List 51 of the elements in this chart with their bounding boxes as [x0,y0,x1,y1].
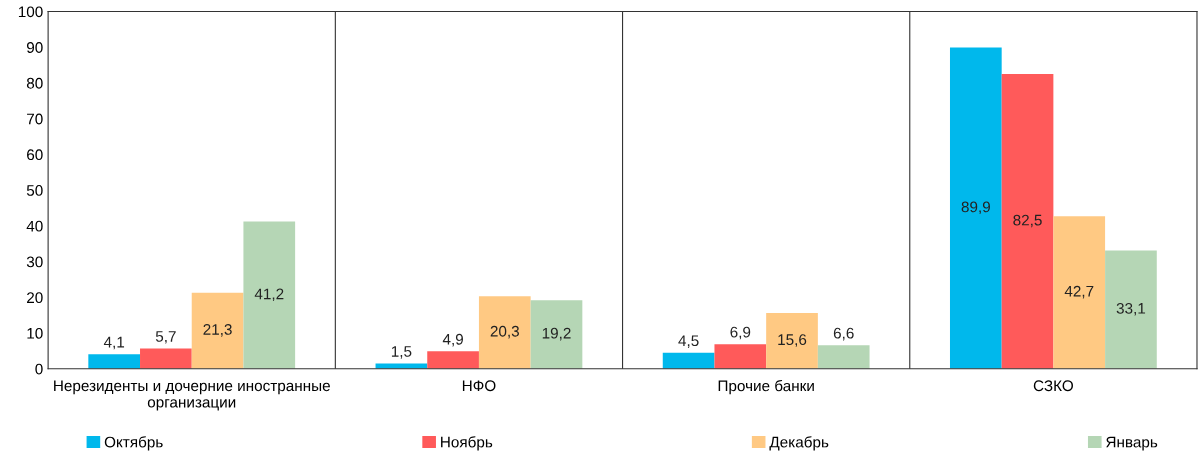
y-tick-label: 50 [26,185,43,196]
legend-label: Ноябрь [441,436,493,451]
data-label: 4,9 [442,333,463,347]
bar [427,351,479,369]
y-tick-label: 90 [26,42,43,53]
bar [1105,250,1157,369]
y-tick-label: 40 [26,220,43,232]
bar [478,296,531,369]
data-label: 42,7 [1064,285,1094,299]
y-tick-label: 30 [26,256,43,268]
bar [714,344,767,369]
bar [662,352,715,369]
x-tick-label: Нерезиденты и дочерние иностранные организации [54,380,330,411]
data-label: 33,1 [1116,302,1146,316]
legend-label: Октябрь [104,436,163,451]
x-tick-label: Прочие банки [718,379,814,395]
bar [140,348,192,369]
legend-label: Январь [1106,436,1158,451]
bar [766,313,818,369]
bar [243,221,296,369]
y-tick-label: 60 [27,149,43,161]
bar [191,292,244,369]
y-tick-label: 0 [35,363,43,375]
y-tick-label: 20 [27,292,43,304]
bar [375,363,428,369]
bar [88,354,141,369]
y-tick-label: 10 [27,327,43,339]
data-label: 4,5 [678,335,699,348]
bar [1053,216,1106,369]
bar [530,300,583,369]
bar [949,47,1002,369]
bar [1001,74,1054,369]
data-label: 82,5 [1013,214,1042,228]
data-label: 89,9 [961,201,990,215]
x-tick-label: НФО [462,380,496,392]
data-label: 19,2 [542,327,571,341]
data-label: 41,2 [254,288,284,302]
data-label: 4,1 [103,336,125,350]
data-label: 1,5 [391,346,412,359]
data-label: 5,7 [155,331,176,344]
y-tick-label: 80 [26,77,43,89]
data-label: 15,6 [778,334,807,347]
y-tick-label: 70 [27,113,43,125]
y-tick-label: 100 [18,6,43,18]
x-tick-label: СЗКО [1033,380,1073,392]
data-label: 6,9 [730,326,751,340]
data-label: 20,3 [490,325,519,339]
data-label: 6,6 [833,327,854,341]
legend-label: Декабрь [769,436,829,451]
bar [817,345,870,369]
data-label: 21,3 [203,324,232,337]
